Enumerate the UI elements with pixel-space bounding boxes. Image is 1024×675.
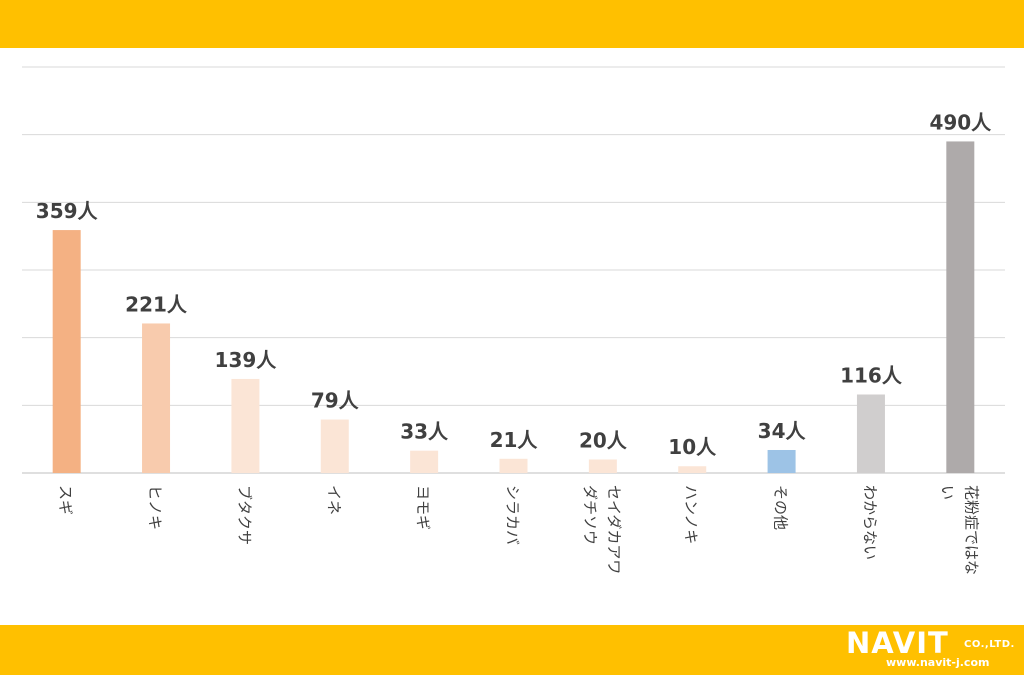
- top-banner: [0, 0, 1024, 48]
- bottom-banner: [0, 625, 1024, 675]
- category-label: セイダカアワ: [605, 485, 623, 574]
- category-label: 花粉症ではな: [962, 485, 980, 575]
- category-label: ハンノキ: [682, 485, 700, 544]
- category-label: ヨモギ: [414, 485, 432, 530]
- bars: [52, 141, 975, 473]
- gridlines: [22, 66, 1005, 474]
- value-label: 33人: [400, 420, 449, 444]
- category-label: ヒノキ: [146, 485, 164, 530]
- value-label: 10人: [668, 435, 717, 459]
- bar: [678, 466, 707, 473]
- bar: [231, 378, 260, 473]
- category-label: ブタクサ: [235, 485, 253, 545]
- bar: [588, 459, 617, 473]
- category-label: スギ: [57, 485, 75, 515]
- value-label: 79人: [311, 389, 360, 413]
- category-label: その他: [772, 485, 790, 530]
- category-label: イネ: [325, 485, 343, 515]
- bar: [946, 141, 975, 473]
- value-label: 21人: [490, 428, 539, 452]
- logo-company-suffix: CO.,LTD.: [964, 639, 1015, 650]
- logo-url: www.navit-j.com: [886, 656, 990, 669]
- bar: [142, 323, 171, 473]
- value-label: 490人: [929, 110, 992, 134]
- category-label: ダチソウ: [581, 485, 599, 545]
- category-label: わからない: [861, 485, 879, 560]
- bar: [856, 394, 885, 473]
- navit-logo: NAVIT CO.,LTD. www.navit-j.com: [846, 628, 1018, 672]
- bar: [499, 458, 528, 473]
- bar: [410, 450, 439, 473]
- value-labels: 359人 221人 139人 79人 33人 21人 20人 10人 34人 116人 490人: [36, 110, 992, 459]
- bar: [767, 449, 796, 473]
- value-label: 116人: [840, 364, 903, 388]
- logo-name: NAVIT: [846, 626, 949, 660]
- value-label: 34人: [758, 419, 807, 443]
- category-label: い: [938, 485, 956, 500]
- value-label: 20人: [579, 428, 628, 452]
- bar: [320, 419, 349, 473]
- value-label: 139人: [215, 348, 278, 372]
- bar: [52, 230, 81, 473]
- value-label: 359人: [36, 199, 99, 223]
- value-label: 221人: [125, 292, 188, 316]
- category-label: シラカバ: [504, 485, 522, 545]
